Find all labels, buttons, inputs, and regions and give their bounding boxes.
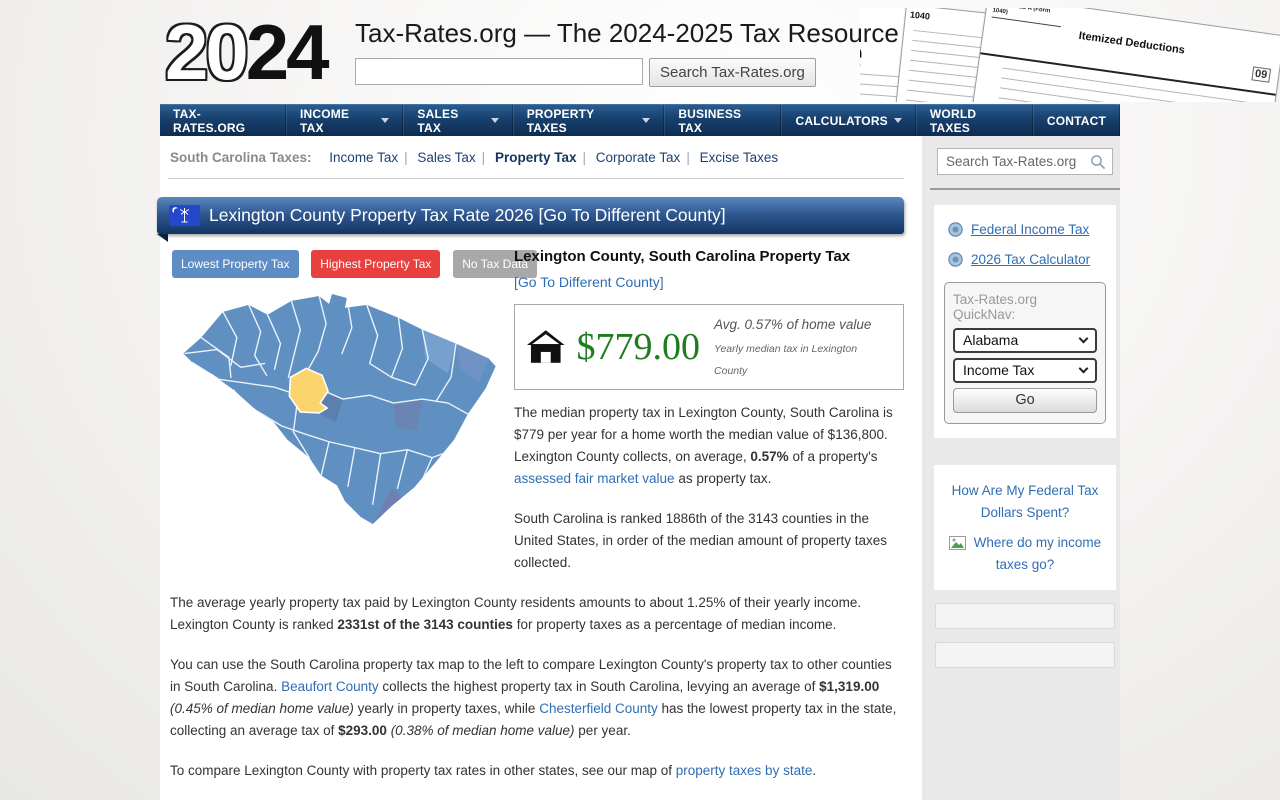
map-block: Lowest Property Tax Highest Property Tax… xyxy=(170,246,538,558)
main-content: South Carolina Taxes: Income Tax | Sales … xyxy=(157,136,922,800)
nav-property-taxes[interactable]: PROPERTY TAXES xyxy=(512,105,665,136)
chevron-down-icon xyxy=(490,118,499,123)
emphasized-value: $293.00 xyxy=(338,723,387,738)
legend-highest-button[interactable]: Highest Property Tax xyxy=(311,250,441,278)
map-legend: Lowest Property Tax Highest Property Tax… xyxy=(172,250,538,278)
legend-lowest-button[interactable]: Lowest Property Tax xyxy=(172,250,299,278)
broken-image-icon xyxy=(948,536,966,550)
nav-tax-rates-org[interactable]: TAX-RATES.ORG xyxy=(160,105,286,136)
federal-dollars-box: How Are My Federal Tax Dollars Spent? Wh… xyxy=(934,465,1116,590)
itemized-deductions-label: Itemized Deductions xyxy=(1078,29,1186,57)
breadcrumb-label: South Carolina Taxes: xyxy=(170,150,312,165)
page: e 1040 SCHEDULE A (Form 1040) Itemized D… xyxy=(157,0,1280,800)
nav-income-tax[interactable]: INCOME TAX xyxy=(286,105,404,136)
subnav-excise-taxes[interactable]: Excise Taxes xyxy=(699,150,779,165)
nav-world-taxes[interactable]: WORLD TAXES xyxy=(915,105,1033,136)
inline-link[interactable]: assessed fair market value xyxy=(514,471,675,486)
paragraph-other-states: To compare Lexington County with propert… xyxy=(170,763,817,778)
quicknav-state-select[interactable]: Alabama xyxy=(953,328,1097,353)
list-item: Federal Income Tax xyxy=(948,222,1106,237)
chevron-down-icon xyxy=(1078,333,1089,344)
lexington-county-shape[interactable] xyxy=(288,367,329,414)
schedule-a-label: SCHEDULE A (Form 1040) xyxy=(991,8,1064,28)
irs-seal-icon xyxy=(948,252,963,267)
yearly-median-note: Yearly median tax in Lexington County xyxy=(714,343,858,377)
sidebar-links-box: Federal Income Tax 2026 Tax Calculator T… xyxy=(934,205,1116,438)
search-icon[interactable] xyxy=(1090,154,1106,170)
parenthetical-note: (0.45% of median home value) xyxy=(170,701,354,716)
article: Lowest Property Tax Highest Property Tax… xyxy=(168,234,904,782)
logo-year-solid: 24 xyxy=(245,8,330,96)
tax-forms-decoration: e 1040 SCHEDULE A (Form 1040) Itemized D… xyxy=(860,8,1280,102)
form-1040-label: 1040 xyxy=(909,9,931,22)
inline-link[interactable]: Beaufort County xyxy=(281,679,379,694)
go-to-different-county-link[interactable]: [Go To Different County] xyxy=(514,274,664,290)
irs-seal-icon xyxy=(948,222,963,237)
subnav-sales-tax[interactable]: Sales Tax xyxy=(417,150,476,165)
paragraph-median-tax: The median property tax in Lexington Cou… xyxy=(514,405,893,486)
avg-home-value-note: Avg. 0.57% of home value xyxy=(714,317,872,332)
emphasized-value: 0.57% xyxy=(750,449,789,464)
federal-income-tax-link[interactable]: Federal Income Tax xyxy=(971,222,1090,237)
quicknav-go-button[interactable]: Go xyxy=(953,388,1097,413)
divider xyxy=(168,178,904,179)
quicknav-box: Tax-Rates.org QuickNav: Alabama Income T… xyxy=(944,282,1106,424)
chevron-down-icon xyxy=(893,118,902,123)
header-search-input[interactable] xyxy=(355,58,643,85)
nav-calculators[interactable]: CALCULATORS xyxy=(781,105,916,136)
main-navigation: TAX-RATES.ORG INCOME TAX SALES TAX PROPE… xyxy=(160,104,1120,136)
paragraph-state-rank: South Carolina is ranked 1886th of the 3… xyxy=(514,511,887,570)
site-logo[interactable]: 2024 xyxy=(165,12,330,92)
emphasized-value: $1,319.00 xyxy=(819,679,880,694)
nav-contact[interactable]: CONTACT xyxy=(1032,105,1120,136)
sidebar-search-input[interactable] xyxy=(937,148,1113,175)
list-item: 2026 Tax Calculator xyxy=(948,252,1106,267)
site-title: Tax-Rates.org — The 2024-2025 Tax Resour… xyxy=(355,18,899,48)
inline-link[interactable]: Chesterfield County xyxy=(539,701,658,716)
quicknav-taxtype-select[interactable]: Income Tax xyxy=(953,358,1097,383)
schedule-a-form: SCHEDULE A (Form 1040) Itemized Deductio… xyxy=(971,8,1280,102)
legend-no-data-button[interactable]: No Tax Data xyxy=(453,250,538,278)
chevron-down-icon xyxy=(1078,363,1089,374)
subnav-property-tax[interactable]: Property Tax xyxy=(494,150,577,165)
chevron-down-icon xyxy=(642,118,651,123)
subnav-corporate-tax[interactable]: Corporate Tax xyxy=(595,150,681,165)
tax-calculator-link[interactable]: 2026 Tax Calculator xyxy=(971,252,1091,267)
median-tax-amount: $779.00 xyxy=(576,326,701,368)
ad-placeholder xyxy=(935,642,1115,668)
site-header: e 1040 SCHEDULE A (Form 1040) Itemized D… xyxy=(160,0,1280,104)
sidebar-divider xyxy=(930,188,1120,190)
inline-link[interactable]: property taxes by state xyxy=(675,763,813,778)
page-title-bar: Lexington County Property Tax Rate 2026 … xyxy=(157,197,904,242)
form-year-badge: 09 xyxy=(1251,66,1272,83)
where-taxes-go-link[interactable]: Where do my income taxes go? xyxy=(973,535,1102,572)
county-heading: Lexington County, South Carolina Propert… xyxy=(514,248,851,265)
nav-business-tax[interactable]: BUSINESS TAX xyxy=(664,105,782,136)
sidebar: Federal Income Tax 2026 Tax Calculator T… xyxy=(930,136,1120,800)
house-icon xyxy=(527,330,565,363)
state-tax-breadcrumb: South Carolina Taxes: Income Tax | Sales … xyxy=(170,150,779,165)
parenthetical-note: (0.38% of median home value) xyxy=(390,723,575,738)
ad-placeholder xyxy=(935,603,1115,629)
quicknav-label: Tax-Rates.org QuickNav: xyxy=(953,292,1038,322)
chevron-down-icon xyxy=(381,118,390,123)
paragraph-county-comparison: You can use the South Carolina property … xyxy=(170,657,897,738)
south-carolina-county-map[interactable] xyxy=(170,292,504,530)
federal-dollars-link[interactable]: How Are My Federal Tax Dollars Spent? xyxy=(951,483,1099,520)
median-tax-stat-box: $779.00 Avg. 0.57% of home value Yearly … xyxy=(514,304,904,390)
nav-sales-tax[interactable]: SALES TAX xyxy=(403,105,513,136)
page-title: Lexington County Property Tax Rate 2026 … xyxy=(209,205,726,225)
subnav-income-tax[interactable]: Income Tax xyxy=(329,150,399,165)
paragraph-income-share: The average yearly property tax paid by … xyxy=(170,595,862,632)
header-search-button[interactable]: Search Tax-Rates.org xyxy=(649,58,816,87)
south-carolina-flag-icon xyxy=(169,205,200,226)
logo-year-outline: 20 xyxy=(165,8,249,96)
emphasized-value: 2331st of the 3143 counties xyxy=(337,617,513,632)
